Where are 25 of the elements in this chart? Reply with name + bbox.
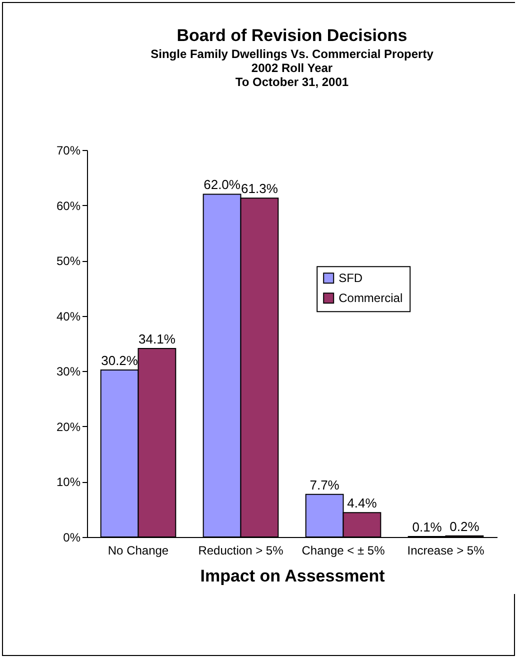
data-label: 61.3% <box>241 181 278 196</box>
chart-subtitle: Single Family Dwellings Vs. Commercial Property 2002 Roll Year To October 31, 2001 <box>150 47 434 89</box>
x-tick-label: No Change <box>108 544 169 558</box>
y-tick-label: 10% <box>56 475 81 490</box>
y-tick-label: 30% <box>56 364 81 379</box>
x-axis-title: Impact on Assessment <box>200 566 386 586</box>
y-tick-label: 50% <box>56 254 81 268</box>
legend-label: Commercial <box>338 291 403 306</box>
data-label: 0.1% <box>412 519 442 534</box>
data-label: 7.7% <box>310 477 340 492</box>
x-tick-label: Change < ± 5% <box>302 544 386 558</box>
chart-title: Board of Revision Decisions <box>176 26 408 45</box>
y-tick-label: 20% <box>56 420 81 434</box>
data-label: 62.0% <box>204 177 241 192</box>
y-tick-label: 60% <box>56 198 81 213</box>
data-label: 0.2% <box>450 518 480 534</box>
y-tick-label: 0% <box>63 530 81 544</box>
y-tick-label: 40% <box>56 309 81 324</box>
data-label: 4.4% <box>347 496 378 511</box>
data-label: 34.1% <box>138 331 176 346</box>
x-tick-label: Increase > 5% <box>407 544 485 558</box>
data-label: 30.2% <box>101 353 138 368</box>
legend-label: SFD <box>338 271 363 286</box>
x-tick-label: Reduction > 5% <box>198 544 284 558</box>
y-tick-label: 70% <box>56 144 81 158</box>
